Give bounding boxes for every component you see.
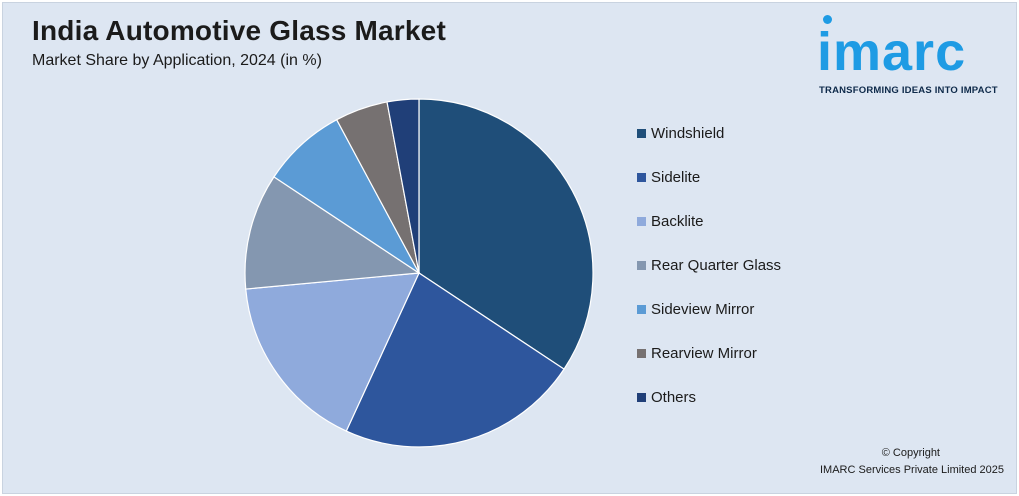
legend-item-rear-quarter-glass: Rear Quarter Glass — [637, 257, 781, 301]
pie-slice-backlite — [245, 272, 420, 432]
legend-item-sidelite: Sidelite — [637, 169, 781, 213]
copyright-notice: © Copyright — [881, 447, 940, 459]
legend-swatch — [637, 129, 646, 138]
legend-item-rearview-mirror: Rearview Mirror — [637, 345, 781, 389]
legend-label: Sideview Mirror — [651, 301, 755, 318]
legend-item-windshield: Windshield — [637, 125, 781, 169]
chart-title: India Automotive Glass Market — [32, 15, 446, 46]
chart-legend: Windshield Sidelite Backlite Rear Quarter G… — [637, 125, 781, 433]
legend-swatch — [637, 349, 646, 358]
logo-tagline: TRANSFORMING IDEAS INTO IMPACT — [819, 85, 998, 96]
legend-label: Backlite — [651, 213, 704, 230]
pie-slice-sidelite — [345, 272, 565, 448]
pie-chart — [244, 98, 594, 448]
legend-label: Windshield — [651, 125, 725, 142]
logo-wordmark: imarc — [817, 22, 967, 82]
legend-label: Rearview Mirror — [651, 345, 757, 362]
legend-swatch — [637, 217, 646, 226]
legend-label: Sidelite — [651, 169, 701, 186]
legend-swatch — [637, 305, 646, 314]
imarc-logo: imarc TRANSFORMING IDEAS INTO IMPACT — [815, 13, 1011, 97]
legend-item-backlite: Backlite — [637, 213, 781, 257]
legend-swatch — [637, 261, 646, 270]
company-name: IMARC Services Private Limited 2025 — [819, 464, 1004, 476]
logo-dot-icon — [823, 15, 832, 24]
pie-slice-rear-quarter-glass — [244, 176, 421, 290]
legend-item-sideview-mirror: Sideview Mirror — [637, 301, 781, 345]
legend-swatch — [637, 173, 646, 182]
pie-slice-others — [386, 98, 420, 274]
chart-subtitle: Market Share by Application, 2024 (in %) — [32, 52, 322, 69]
legend-label: Rear Quarter Glass — [651, 257, 782, 274]
legend-label: Others — [651, 389, 697, 406]
legend-swatch — [637, 393, 646, 402]
legend-item-others: Others — [637, 389, 781, 433]
